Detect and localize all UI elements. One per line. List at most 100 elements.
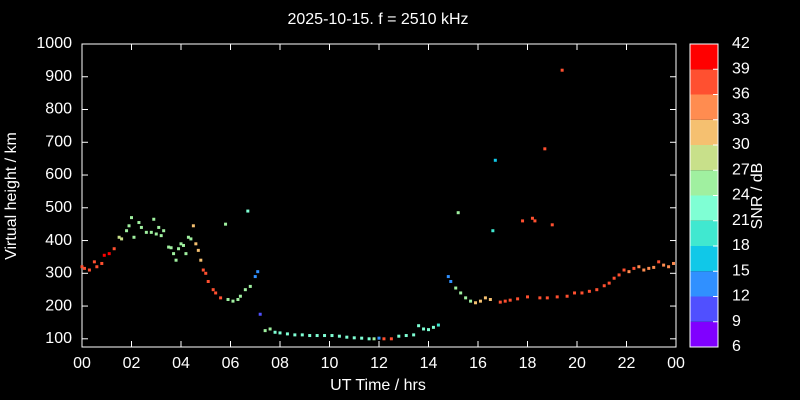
chart-title: 2025-10-15. f = 2510 kHz: [287, 11, 468, 28]
y-tick-label: 1000: [36, 35, 72, 52]
data-point: [125, 229, 129, 233]
colorbar-tick-label: 42: [732, 35, 750, 52]
y-axis-label: Virtual height / km: [3, 132, 20, 260]
colorbar-tick-label: 9: [732, 313, 741, 330]
colorbar-tick-label: 33: [732, 111, 750, 128]
data-point: [256, 270, 260, 274]
data-point: [263, 329, 267, 333]
data-point: [137, 221, 141, 225]
colorbar-tick-label: 30: [732, 136, 750, 153]
data-point: [652, 265, 656, 269]
data-point: [246, 209, 250, 213]
data-point: [154, 232, 158, 236]
data-point: [657, 260, 661, 264]
data-point: [112, 247, 116, 251]
data-point: [372, 337, 376, 341]
x-tick-label: 20: [568, 355, 586, 372]
colorbar-band: [690, 145, 718, 171]
colorbar-tick-label: 18: [732, 237, 750, 254]
data-point: [595, 288, 599, 292]
y-tick-label: 300: [45, 265, 72, 282]
data-point: [172, 252, 176, 256]
data-point: [521, 219, 525, 223]
data-point: [169, 246, 173, 250]
data-point: [238, 294, 242, 298]
colorbar-tick-label: 39: [732, 60, 750, 77]
colorbar-band: [690, 119, 718, 145]
data-point: [211, 288, 215, 292]
data-point: [308, 334, 312, 338]
data-point: [144, 230, 148, 234]
data-point: [545, 296, 549, 300]
data-point: [152, 217, 156, 221]
data-point: [627, 270, 631, 274]
y-tick-label: 500: [45, 199, 72, 216]
data-point: [206, 279, 210, 283]
data-point: [236, 298, 240, 302]
data-point: [397, 334, 401, 338]
data-point: [194, 242, 198, 246]
data-point: [377, 336, 381, 340]
y-tick-label: 200: [45, 297, 72, 314]
data-point: [196, 248, 200, 252]
data-point: [431, 325, 435, 329]
data-point: [149, 230, 153, 234]
data-point: [253, 275, 257, 279]
data-point: [360, 336, 364, 340]
colorbar-band: [690, 220, 718, 246]
colorbar-tick-label: 24: [732, 187, 750, 204]
colorbar-band: [690, 296, 718, 322]
data-point: [637, 265, 641, 269]
data-point: [159, 234, 163, 238]
data-point: [231, 299, 235, 303]
colorbar-tick-label: 12: [732, 288, 750, 305]
data-point: [219, 296, 223, 300]
colorbar-label: SNR / dB: [749, 163, 766, 230]
data-point: [488, 298, 492, 302]
x-tick-label: 10: [321, 355, 339, 372]
data-point: [607, 281, 611, 285]
colorbar-band: [690, 44, 718, 70]
data-point: [184, 252, 188, 256]
data-point: [102, 253, 106, 257]
data-point: [199, 258, 203, 262]
data-point: [612, 276, 616, 280]
data-point: [560, 68, 564, 72]
x-tick-label: 02: [123, 355, 141, 372]
data-point: [132, 235, 136, 239]
data-point: [580, 291, 584, 295]
data-point: [285, 332, 289, 336]
data-point: [82, 266, 86, 270]
data-point: [224, 222, 228, 226]
data-point: [503, 299, 507, 303]
data-point: [179, 242, 183, 246]
data-point: [315, 334, 319, 338]
data-point: [412, 333, 416, 337]
data-point: [100, 261, 104, 265]
plot-frame: [81, 43, 677, 348]
data-point: [107, 252, 111, 256]
data-point: [127, 224, 131, 228]
y-tick-label: 800: [45, 101, 72, 118]
data-point: [300, 333, 304, 337]
data-point: [456, 211, 460, 215]
data-point: [543, 147, 547, 151]
data-point: [538, 296, 542, 300]
data-point: [352, 336, 356, 340]
data-point: [454, 286, 458, 290]
data-point: [449, 279, 453, 283]
data-point: [157, 225, 161, 229]
data-point: [404, 334, 408, 338]
data-point: [117, 235, 121, 239]
data-point: [530, 216, 534, 220]
data-point: [565, 294, 569, 298]
data-point: [602, 284, 606, 288]
data-point: [330, 334, 334, 338]
data-point: [80, 265, 84, 269]
x-tick-label: 04: [172, 355, 190, 372]
data-point: [367, 337, 371, 341]
x-tick-label: 00: [667, 355, 685, 372]
data-point: [389, 337, 393, 341]
data-point: [181, 243, 185, 247]
